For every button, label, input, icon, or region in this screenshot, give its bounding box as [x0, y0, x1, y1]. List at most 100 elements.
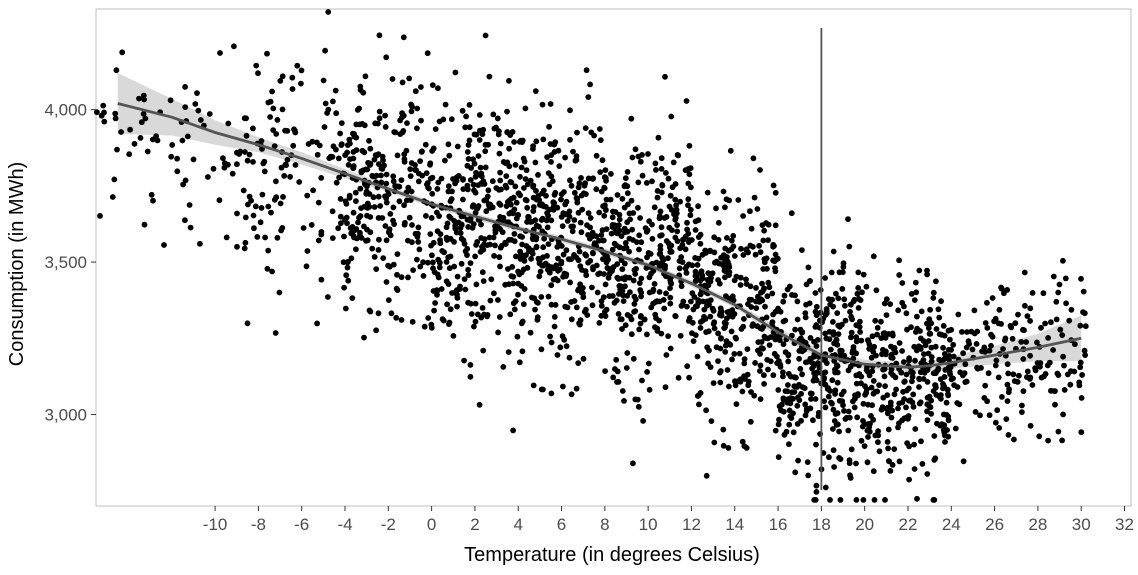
data-point — [168, 153, 175, 160]
data-point — [1019, 409, 1025, 415]
data-point — [803, 359, 809, 366]
data-point — [694, 393, 701, 399]
data-point — [101, 118, 108, 125]
data-point — [794, 316, 801, 323]
data-point — [744, 346, 751, 352]
data-point — [492, 242, 498, 249]
data-point — [830, 426, 836, 432]
data-point — [435, 274, 442, 281]
data-point — [650, 286, 657, 293]
data-point — [472, 300, 479, 307]
data-point — [620, 298, 627, 304]
data-point — [1078, 275, 1084, 282]
data-point — [375, 161, 382, 168]
data-point — [707, 247, 713, 254]
data-point — [353, 226, 360, 232]
data-point — [860, 400, 867, 407]
data-point — [865, 401, 871, 408]
data-point — [605, 274, 612, 281]
data-point — [815, 360, 821, 366]
data-point — [544, 224, 551, 231]
data-point — [847, 472, 853, 479]
data-point — [137, 135, 144, 141]
data-point — [1027, 318, 1033, 324]
data-point — [234, 210, 240, 217]
data-point — [950, 341, 957, 348]
data-point — [452, 222, 458, 229]
data-point — [718, 335, 724, 342]
data-point — [114, 146, 120, 153]
data-point — [497, 177, 504, 184]
data-point — [644, 331, 650, 338]
data-point — [960, 458, 967, 465]
data-point — [558, 191, 565, 198]
data-point — [888, 351, 895, 358]
data-point — [345, 162, 352, 168]
data-point — [835, 331, 842, 337]
data-point — [406, 214, 413, 221]
data-point — [828, 269, 835, 276]
data-point — [924, 320, 930, 327]
data-point — [686, 315, 693, 321]
data-point — [624, 190, 631, 197]
data-point — [376, 108, 383, 115]
data-point — [692, 273, 699, 279]
data-point — [412, 162, 418, 168]
data-point — [673, 206, 680, 213]
data-point — [946, 353, 953, 359]
data-point — [827, 497, 833, 503]
data-point — [571, 252, 577, 258]
x-tick-label: 16 — [769, 515, 788, 534]
data-point — [723, 293, 729, 299]
data-point — [895, 405, 901, 412]
data-point — [831, 464, 837, 470]
x-tick-label: 2 — [470, 515, 479, 534]
data-point — [344, 259, 351, 266]
data-point — [930, 289, 937, 296]
data-point — [753, 285, 759, 291]
data-point — [482, 148, 489, 155]
data-point — [548, 390, 555, 397]
data-point — [857, 329, 863, 335]
data-point — [257, 219, 264, 226]
data-point — [519, 137, 526, 144]
data-point — [853, 497, 860, 503]
data-point — [701, 313, 707, 320]
data-point — [361, 149, 368, 156]
data-point — [169, 142, 176, 148]
data-point — [839, 398, 846, 405]
data-point — [864, 459, 871, 466]
data-point — [1027, 305, 1034, 312]
data-point — [704, 344, 711, 351]
data-point — [405, 237, 411, 244]
data-point — [911, 441, 917, 448]
data-point — [401, 151, 408, 158]
data-point — [812, 396, 819, 402]
data-point — [545, 241, 552, 248]
data-point — [519, 348, 526, 355]
data-point — [936, 356, 943, 363]
data-point — [728, 328, 735, 335]
data-point — [794, 298, 801, 305]
data-point — [427, 231, 434, 238]
data-point — [713, 205, 719, 212]
data-point — [557, 344, 564, 351]
data-point — [389, 76, 396, 82]
data-point — [1004, 398, 1011, 404]
data-point — [406, 75, 413, 82]
data-point — [820, 376, 827, 383]
data-point — [982, 349, 988, 355]
data-point — [535, 196, 542, 203]
data-point — [294, 62, 301, 69]
data-point — [496, 128, 502, 135]
data-point — [364, 212, 370, 219]
data-point — [730, 243, 737, 250]
data-point — [429, 252, 435, 259]
data-point — [930, 295, 937, 301]
data-point — [796, 355, 802, 362]
data-point — [613, 356, 620, 363]
data-point — [916, 375, 922, 382]
data-point — [464, 149, 471, 155]
data-point — [386, 226, 393, 233]
data-point — [112, 115, 119, 122]
